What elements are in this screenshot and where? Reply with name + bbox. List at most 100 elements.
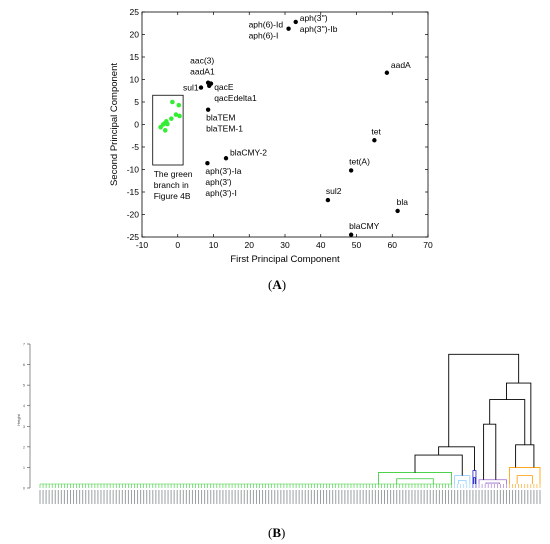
green-data-point [176,102,182,108]
leaf-label-mark [368,490,370,504]
leaf-label-mark [213,490,215,504]
leaf-label-mark [127,490,129,504]
green-data-point [162,128,168,133]
leaf-label-mark [484,490,486,504]
leaf-label-mark [524,490,526,504]
leaf-label-mark [460,490,462,504]
y-tick-label: 10 [130,75,140,85]
leaf-label-mark [69,490,71,504]
cluster-bracket [378,472,452,484]
data-point [395,208,400,214]
leaf-label-mark [243,490,245,504]
y-tick-label: 0 [134,120,139,130]
leaf-label-mark [417,490,419,504]
leaf-label-mark [298,490,300,504]
leaf-label-mark [73,490,75,504]
leaf-label-mark [295,490,297,504]
leaf-label-mark [124,490,126,504]
dendrogram-link [515,444,535,468]
leaf-label-mark [283,490,285,504]
leaf-label-mark [280,490,282,504]
leaf-label-mark [490,490,492,504]
cluster-subtree [378,472,452,484]
leaf-label-mark [472,490,474,504]
leaf-label-mark [457,490,459,504]
leaf-label-mark [134,490,136,504]
point-label: blaTEM-1 [206,124,243,134]
leaf-label-mark [164,490,166,504]
leaf-label-mark [341,490,343,504]
leaf-label-mark [533,490,535,504]
green-data-point [177,113,182,119]
dendrogram-link [483,423,497,480]
leaf-label-mark [265,490,267,504]
data-point [372,138,377,143]
leaf-label-mark [51,490,53,504]
leaf-label-mark [390,490,392,504]
data-point [205,107,211,112]
leaf-label-mark [509,490,511,504]
leaf-label-mark [118,490,120,504]
leaf-label-mark [405,490,407,504]
x-tick-label: 10 [209,240,219,250]
y-axis-label: Second Principal Component [109,63,120,186]
leaf-label-mark [63,490,65,504]
point-label: aph(3')-Ia [205,166,241,176]
leaf-label-mark [57,490,59,504]
y-tick-label: 7 [23,343,25,347]
leaf-label-mark [130,490,132,504]
leaf-label-mark [112,490,114,504]
leaf-label-mark [527,490,529,504]
leaf-label-mark [469,490,471,504]
leaf-label-mark [222,490,224,504]
leaf-label-mark [350,490,352,504]
panel-b-label: (B) [268,525,286,540]
cluster-sub-bracket [485,482,501,484]
point-label: tet(A) [349,156,370,166]
leaf-label-mark [332,490,334,504]
leaf-label-mark [365,490,367,504]
leaf-label-mark [326,490,328,504]
dendrogram-link [489,399,526,445]
leaf-label-mark [444,490,446,504]
leaf-label-mark [237,490,239,504]
leaf-label-mark [42,490,44,504]
point-label: aph(3')-I [205,188,236,198]
leaf-label-mark [79,490,81,504]
leaf-label-mark [179,490,181,504]
leaf-label-mark [353,490,355,504]
point-label: sul2 [326,186,342,196]
cluster-subtree [509,467,541,484]
leaf-label-mark [259,490,261,504]
leaf-label-mark [240,490,242,504]
y-tick-label: 25 [130,7,140,17]
leaf-label-mark [329,490,331,504]
cluster-subtree [472,470,477,484]
leaf-label-mark [438,490,440,504]
leaf-label-mark [225,490,227,504]
leaf-label-mark [76,490,78,504]
leaf-label-mark [475,490,477,504]
green-data-point [169,116,174,121]
leaf-label-mark [274,490,276,504]
leaf-label-mark [423,490,425,504]
leaf-label-mark [277,490,279,504]
leaf-label-mark [219,490,221,504]
y-tick-label: -15 [127,187,140,197]
leaf-label-mark [374,490,376,504]
x-axis-label: First Principal Component [230,254,340,265]
pca-scatter-chart: -10 0 10 20 30 40 50 60 70 -25 -20 -15 -10 -5 0 5 10 15 20… [109,7,433,265]
leaf-label-mark [97,490,99,504]
leaf-label-mark [493,490,495,504]
leaf-label-mark [54,490,56,504]
leaf-label-mark [502,490,504,504]
leaf-label-mark [228,490,230,504]
leaf-label-mark [347,490,349,504]
leaf-label-mark [384,490,386,504]
leaf-label-mark [393,490,395,504]
leaf-label-mark [137,490,139,504]
leaf-label-mark [530,490,532,504]
leaf-label-mark [185,490,187,504]
green-branch-box [152,94,184,166]
leaf-label-mark [429,490,431,504]
